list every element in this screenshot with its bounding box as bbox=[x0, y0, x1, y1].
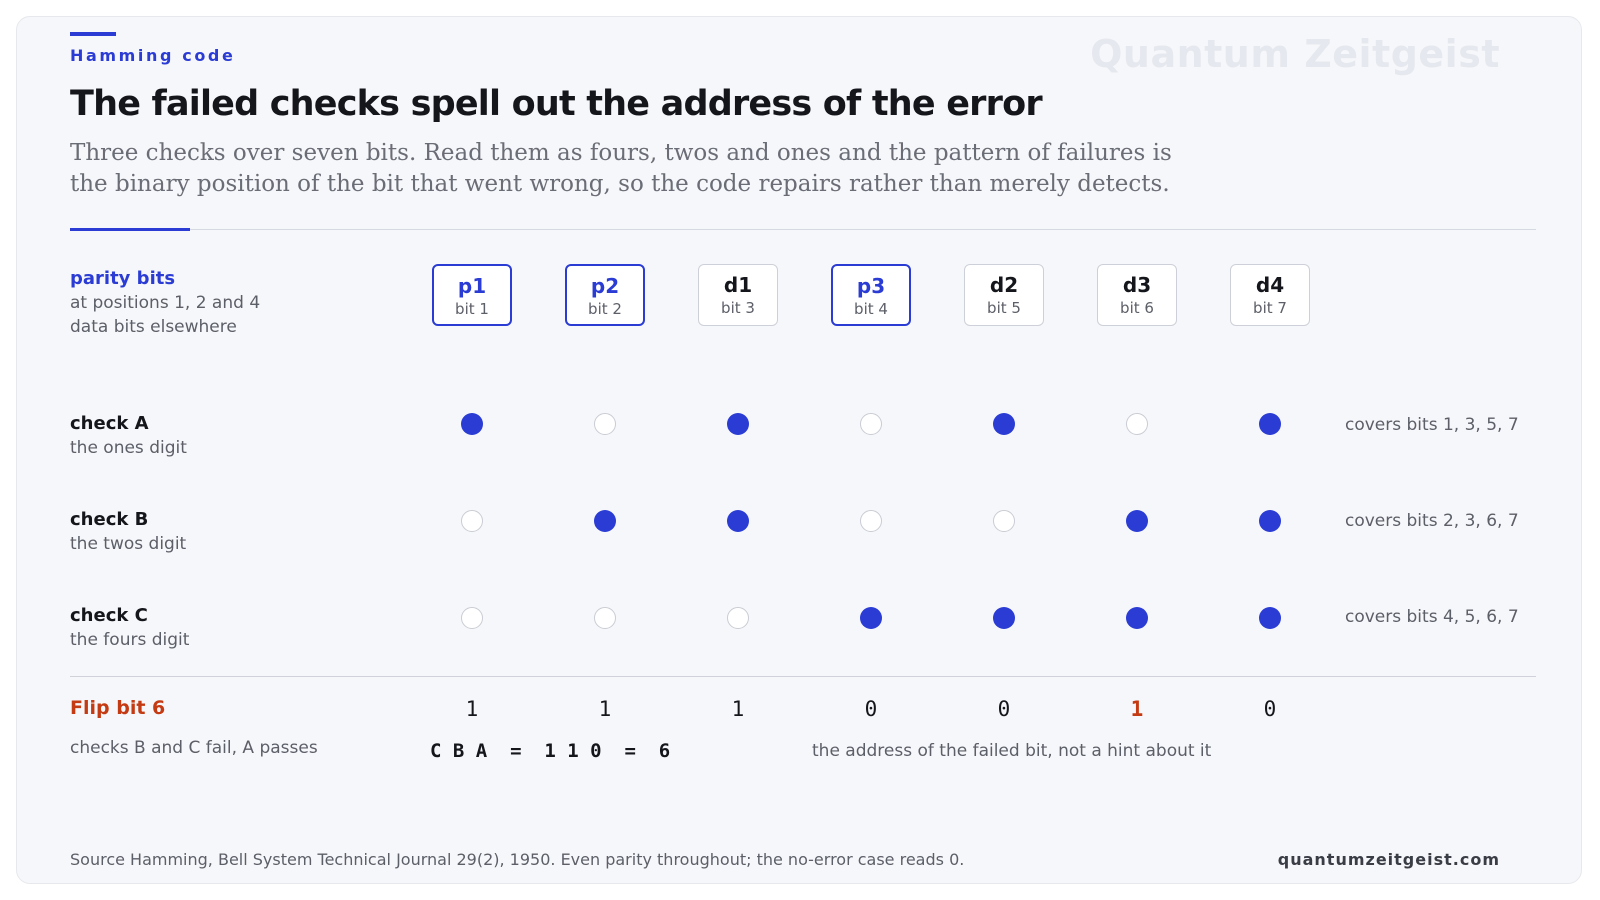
check-c-covers: covers bits 4, 5, 6, 7 bbox=[1345, 607, 1519, 627]
check-a-covers: covers bits 1, 3, 5, 7 bbox=[1345, 415, 1519, 435]
bit-box-d2: d2 bit 5 bbox=[964, 264, 1044, 326]
uncovered-dot-check-A-p3 bbox=[860, 413, 882, 435]
bit-value-p3: 0 bbox=[864, 697, 878, 721]
legend-title: parity bits bbox=[70, 268, 176, 289]
uncovered-dot-check-A-d3 bbox=[1126, 413, 1148, 435]
bit-value-d2: 0 bbox=[997, 697, 1011, 721]
covered-dot-check-C-d3 bbox=[1126, 607, 1148, 629]
divider bbox=[70, 229, 1536, 230]
flip-title: Flip bit 6 bbox=[70, 697, 166, 719]
syndrome-equation: C B A = 1 1 0 = 6 bbox=[430, 740, 671, 762]
check-c-label: check C the fours digit bbox=[70, 605, 189, 650]
bit-position: bit 7 bbox=[1253, 299, 1287, 317]
check-a-subtitle: the ones digit bbox=[70, 438, 187, 458]
uncovered-dot-check-A-p2 bbox=[594, 413, 616, 435]
page-subtitle: Three checks over seven bits. Read them … bbox=[70, 138, 1180, 200]
bit-position: bit 2 bbox=[588, 300, 622, 318]
subtitle-line-2: the binary position of the bit that went… bbox=[70, 171, 1170, 197]
bit-name: d1 bbox=[723, 273, 753, 297]
page-title: The failed checks spell out the address … bbox=[70, 84, 1043, 124]
check-b-subtitle: the twos digit bbox=[70, 534, 187, 554]
legend-line-2: data bits elsewhere bbox=[70, 317, 237, 337]
bit-box-d4: d4 bit 7 bbox=[1230, 264, 1310, 326]
check-b-label: check B the twos digit bbox=[70, 509, 186, 554]
address-note: the address of the failed bit, not a hin… bbox=[812, 741, 1212, 761]
covered-dot-check-C-d4 bbox=[1259, 607, 1281, 629]
bit-name: d3 bbox=[1122, 273, 1152, 297]
accent-bar bbox=[70, 32, 116, 36]
covered-dot-check-A-d1 bbox=[727, 413, 749, 435]
brand-watermark: Quantum Zeitgeist bbox=[1090, 32, 1500, 76]
bit-value-p2: 1 bbox=[598, 697, 612, 721]
bit-box-d3: d3 bit 6 bbox=[1097, 264, 1177, 326]
check-b-title: check B bbox=[70, 509, 149, 530]
eyebrow-label: Hamming code bbox=[70, 46, 236, 65]
uncovered-dot-check-C-p1 bbox=[461, 607, 483, 629]
covered-dot-check-C-d2 bbox=[993, 607, 1015, 629]
bit-value-d1: 1 bbox=[731, 697, 745, 721]
bit-position: bit 6 bbox=[1120, 299, 1154, 317]
covered-dot-check-B-p2 bbox=[594, 510, 616, 532]
diagram-card bbox=[16, 16, 1582, 884]
site-url: quantumzeitgeist.com bbox=[1277, 850, 1500, 869]
check-b-covers: covers bits 2, 3, 6, 7 bbox=[1345, 511, 1519, 531]
covered-dot-check-B-d1 bbox=[727, 510, 749, 532]
covered-dot-check-C-p3 bbox=[860, 607, 882, 629]
uncovered-dot-check-B-d2 bbox=[993, 510, 1015, 532]
legend: parity bits at positions 1, 2 and 4 data… bbox=[70, 268, 260, 337]
bit-name: p3 bbox=[856, 274, 886, 298]
check-c-subtitle: the fours digit bbox=[70, 630, 190, 650]
subtitle-line-1: Three checks over seven bits. Read them … bbox=[70, 140, 1172, 166]
flip-subtitle: checks B and C fail, A passes bbox=[70, 738, 318, 758]
bit-name: p1 bbox=[457, 274, 487, 298]
source-note: Source Hamming, Bell System Technical Jo… bbox=[70, 850, 965, 869]
check-c-title: check C bbox=[70, 605, 148, 626]
bit-position: bit 5 bbox=[987, 299, 1021, 317]
bit-name: d2 bbox=[989, 273, 1019, 297]
check-a-title: check A bbox=[70, 413, 149, 434]
bit-value-d3: 1 bbox=[1130, 697, 1144, 721]
bit-name: p2 bbox=[590, 274, 620, 298]
bit-value-p1: 1 bbox=[465, 697, 479, 721]
bit-box-p3: p3 bit 4 bbox=[831, 264, 911, 326]
covered-dot-check-A-d4 bbox=[1259, 413, 1281, 435]
bit-name: d4 bbox=[1255, 273, 1285, 297]
covered-dot-check-A-d2 bbox=[993, 413, 1015, 435]
uncovered-dot-check-B-p1 bbox=[461, 510, 483, 532]
bit-position: bit 1 bbox=[455, 300, 489, 318]
uncovered-dot-check-C-p2 bbox=[594, 607, 616, 629]
bit-box-p2: p2 bit 2 bbox=[565, 264, 645, 326]
divider-accent bbox=[70, 228, 190, 231]
divider-flip bbox=[70, 676, 1536, 677]
covered-dot-check-B-d3 bbox=[1126, 510, 1148, 532]
bit-box-d1: d1 bit 3 bbox=[698, 264, 778, 326]
covered-dot-check-B-d4 bbox=[1259, 510, 1281, 532]
bit-position: bit 3 bbox=[721, 299, 755, 317]
bit-box-p1: p1 bit 1 bbox=[432, 264, 512, 326]
bit-value-d4: 0 bbox=[1263, 697, 1277, 721]
uncovered-dot-check-C-d1 bbox=[727, 607, 749, 629]
covered-dot-check-A-p1 bbox=[461, 413, 483, 435]
check-a-label: check A the ones digit bbox=[70, 413, 187, 458]
uncovered-dot-check-B-p3 bbox=[860, 510, 882, 532]
bit-position: bit 4 bbox=[854, 300, 888, 318]
legend-line-1: at positions 1, 2 and 4 bbox=[70, 293, 261, 313]
